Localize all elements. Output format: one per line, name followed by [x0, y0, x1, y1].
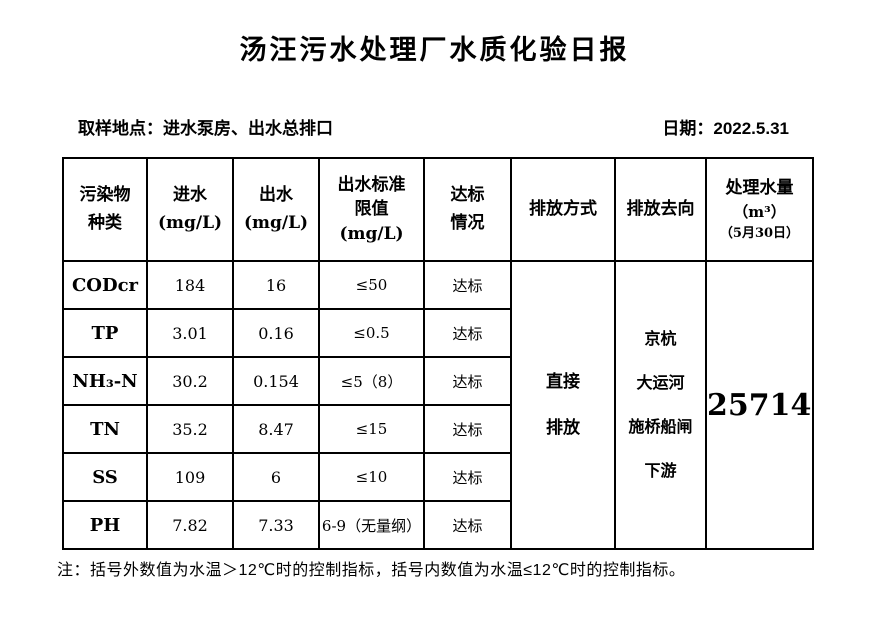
table-row: TP 3.01 0.16 ≤0.5 达标 — [62, 308, 813, 358]
cell-influent: 109 — [146, 452, 234, 502]
col-header-limit: 出水标准 限值 (mg/L) — [318, 157, 425, 262]
cell-limit: ≤10 — [318, 452, 425, 502]
cell-effluent: 0.154 — [232, 356, 320, 406]
cell-compliance: 达标 — [423, 404, 512, 454]
cell-compliance: 达标 — [423, 500, 512, 550]
col-header-discharge-destination: 排放去向 — [614, 157, 707, 262]
cell-pollutant: NH₃-N — [62, 356, 148, 406]
cell-limit: ≤0.5 — [318, 308, 425, 358]
page-title: 汤汪污水处理厂水质化验日报 — [239, 35, 630, 65]
cell-pollutant: CODcr — [62, 260, 148, 310]
cell-limit: ≤15 — [318, 404, 425, 454]
cell-effluent: 16 — [232, 260, 320, 310]
water-quality-table: 污染物 种类 进水 (mg/L) 出水 (mg/L) 出水标准 限值 (mg/L… — [62, 157, 814, 550]
cell-effluent: 8.47 — [232, 404, 320, 454]
cell-influent: 35.2 — [146, 404, 234, 454]
col-header-effluent: 出水 (mg/L) — [232, 157, 320, 262]
table-row: NH₃-N 30.2 0.154 ≤5（8） 达标 — [62, 356, 813, 406]
col-header-treated-volume: 处理水量 （m³） （5月30日） — [705, 157, 814, 262]
cell-influent: 3.01 — [146, 308, 234, 358]
table-row: TN 35.2 8.47 ≤15 达标 — [62, 404, 813, 454]
cell-limit: ≤50 — [318, 260, 425, 310]
cell-effluent: 7.33 — [232, 500, 320, 550]
sampling-location-label: 取样地点：进水泵房、出水总排口 — [78, 119, 333, 138]
cell-influent: 184 — [146, 260, 234, 310]
col-header-pollutant: 污染物 种类 — [62, 157, 148, 262]
meta-row: 取样地点：进水泵房、出水总排口 日期：2022.5.31 — [78, 114, 789, 139]
col-header-discharge-mode: 排放方式 — [510, 157, 616, 262]
cell-pollutant: TP — [62, 308, 148, 358]
cell-limit: 6-9（无量纲） — [318, 500, 425, 550]
table-row: CODcr 184 16 ≤50 达标 直接 排放 京杭 大运河 施桥船闸 下游… — [62, 260, 814, 550]
header-row: 污染物 种类 进水 (mg/L) 出水 (mg/L) 出水标准 限值 (mg/L… — [62, 157, 814, 262]
report-page: 汤汪污水处理厂水质化验日报 取样地点：进水泵房、出水总排口 日期：2022.5.… — [0, 28, 869, 634]
cell-discharge-mode: 直接 排放 — [510, 260, 616, 550]
cell-effluent: 0.16 — [232, 308, 320, 358]
cell-treated-volume: 257140 — [705, 260, 814, 550]
cell-compliance: 达标 — [423, 260, 512, 310]
cell-influent: 7.82 — [146, 500, 234, 550]
cell-compliance: 达标 — [423, 308, 512, 358]
table-row: PH 7.82 7.33 6-9（无量纲） 达标 — [62, 500, 813, 550]
cell-influent: 30.2 — [146, 356, 234, 406]
report-date-label: 日期：2022.5.31 — [662, 119, 789, 138]
col-header-compliance: 达标 情况 — [423, 157, 512, 262]
col-header-influent: 进水 (mg/L) — [146, 157, 234, 262]
cell-limit: ≤5（8） — [318, 356, 425, 406]
cell-discharge-destination: 京杭 大运河 施桥船闸 下游 — [614, 260, 707, 550]
cell-compliance: 达标 — [423, 452, 512, 502]
cell-pollutant: PH — [62, 500, 148, 550]
cell-pollutant: SS — [62, 452, 148, 502]
cell-pollutant: TN — [62, 404, 148, 454]
table-row: SS 109 6 ≤10 达标 — [62, 452, 813, 502]
footnote: 注：括号外数值为水温＞12℃时的控制指标，括号内数值为水温≤12℃时的控制指标。 — [57, 562, 686, 579]
cell-effluent: 6 — [232, 452, 320, 502]
cell-compliance: 达标 — [423, 356, 512, 406]
